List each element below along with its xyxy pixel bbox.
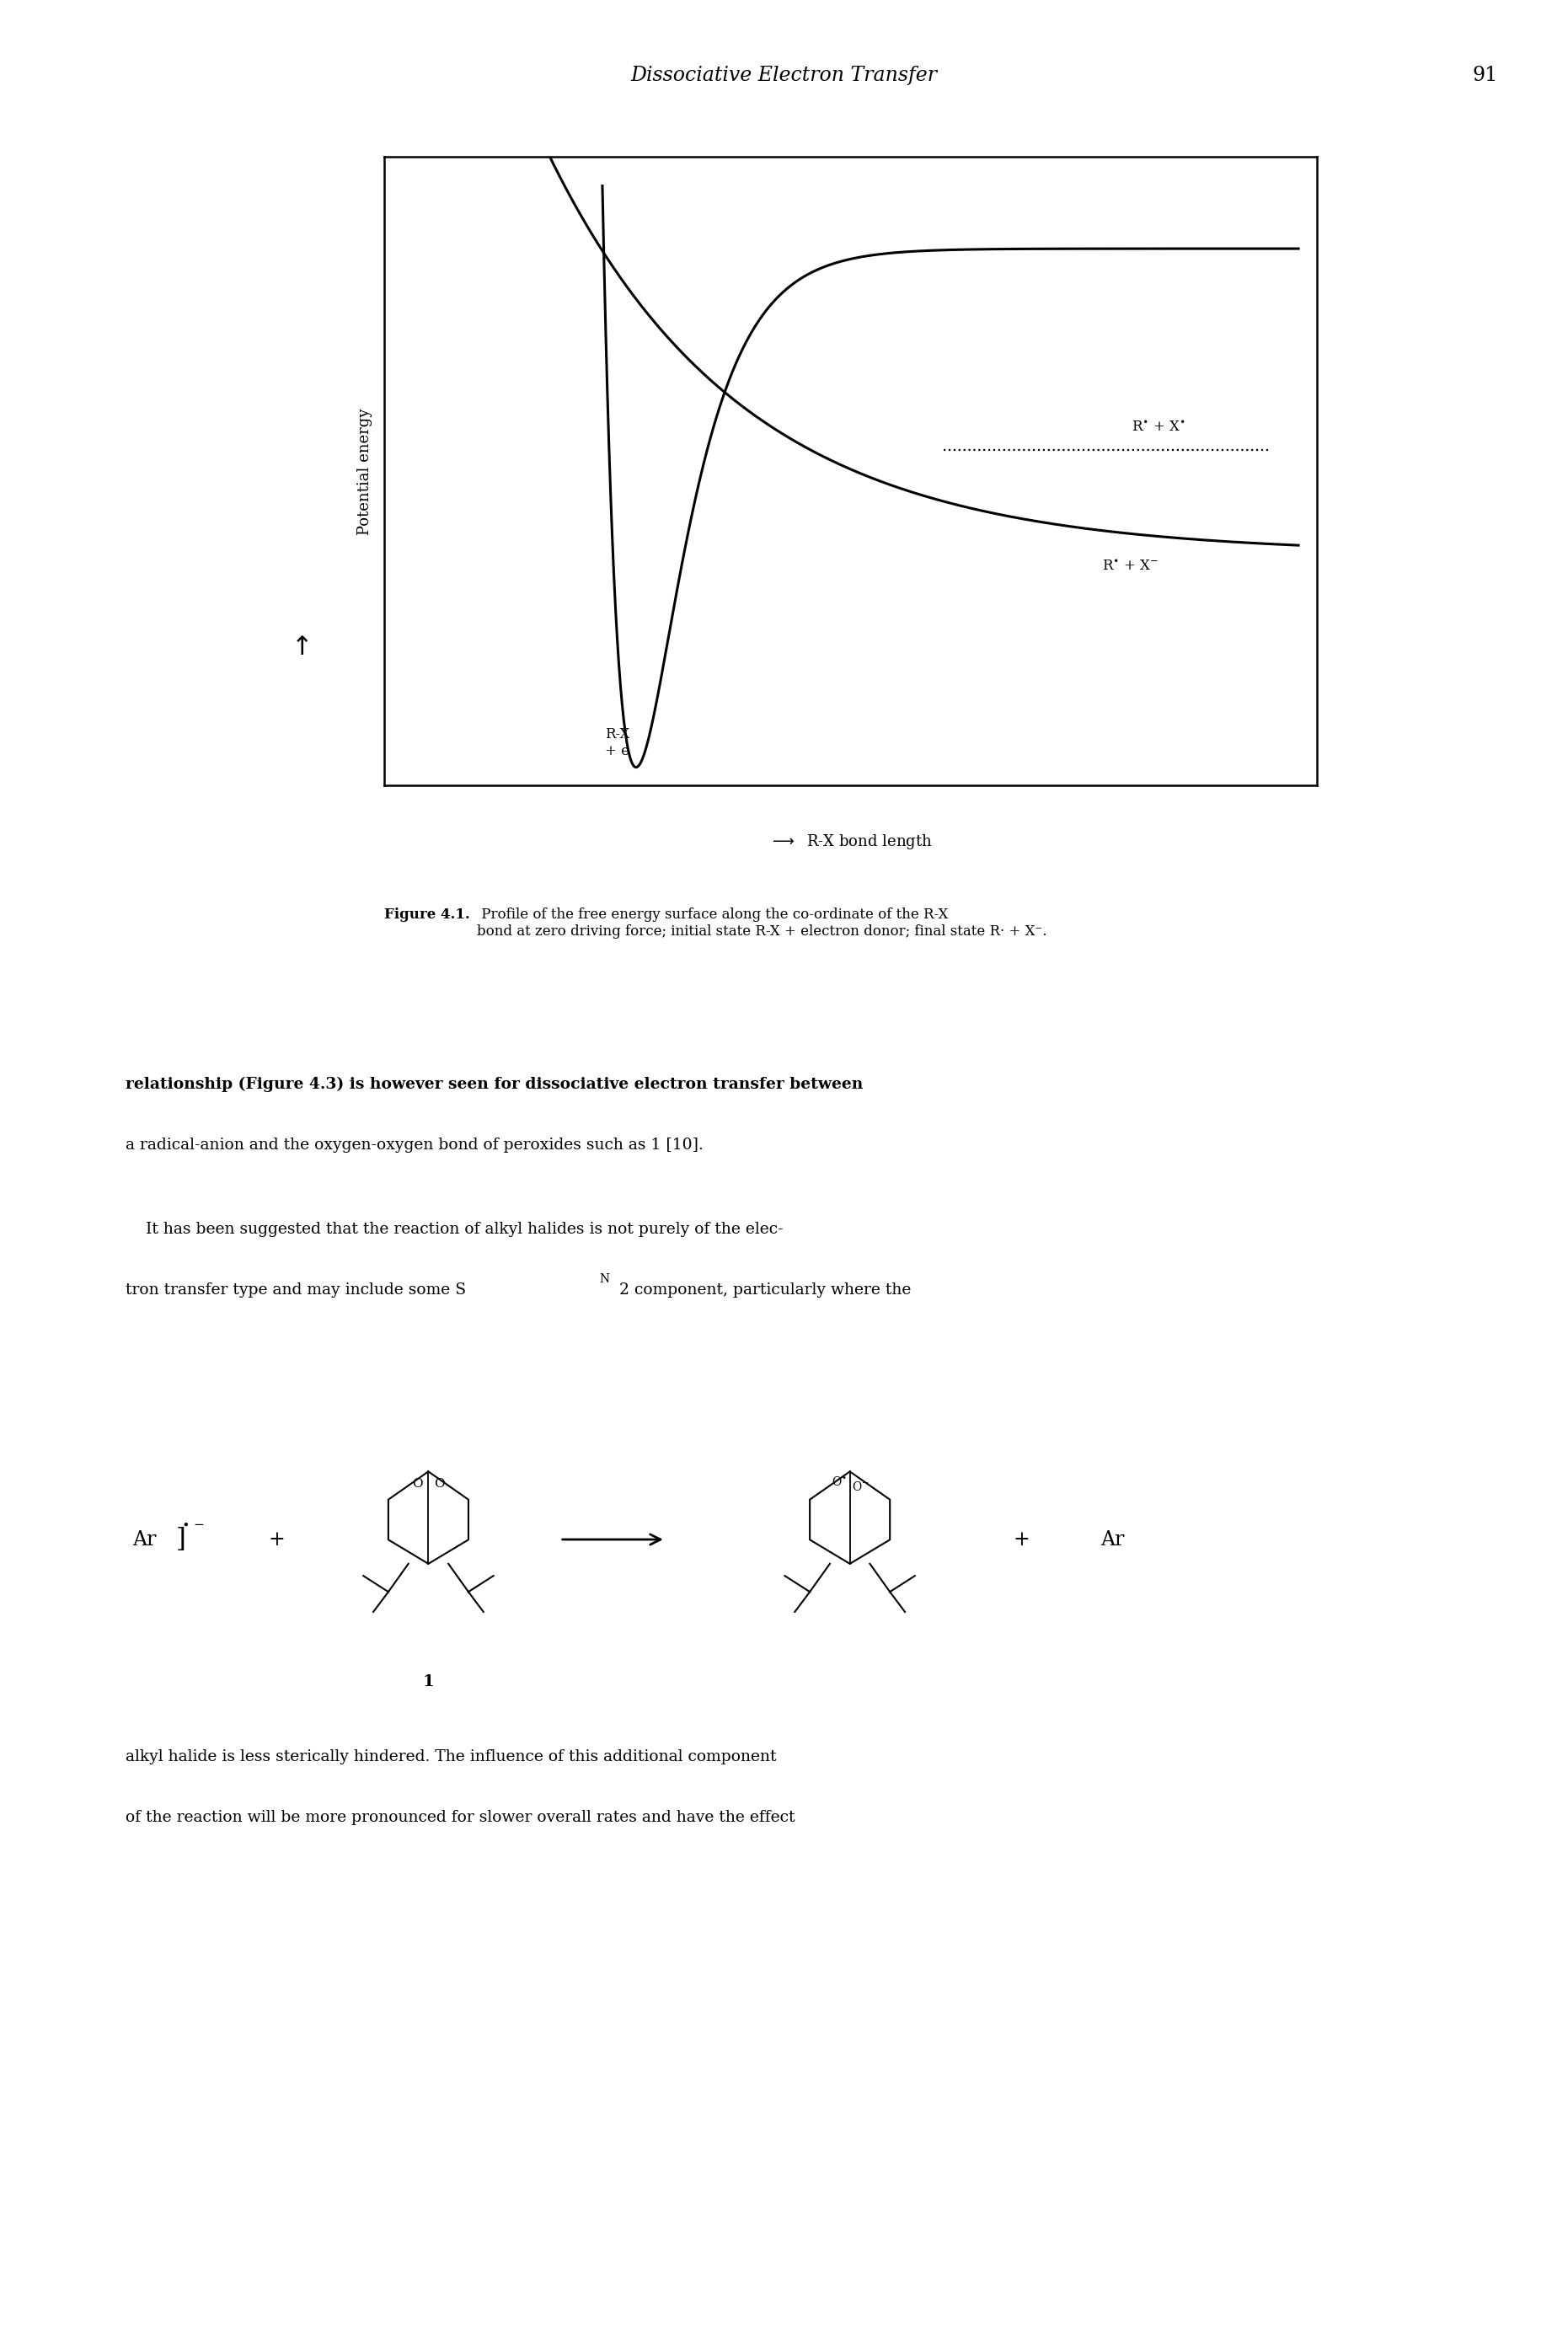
Text: O: O — [434, 1477, 445, 1489]
Text: Ar: Ar — [132, 1529, 155, 1550]
Text: Ar: Ar — [1101, 1529, 1124, 1550]
Text: R$^{\bullet}$ + X$^{\bullet}$: R$^{\bullet}$ + X$^{\bullet}$ — [1132, 420, 1185, 434]
Text: $\uparrow$: $\uparrow$ — [287, 635, 309, 659]
Text: R$^{\bullet}$ + X$^{-}$: R$^{\bullet}$ + X$^{-}$ — [1102, 560, 1159, 575]
Text: Profile of the free energy surface along the co-ordinate of the R-X
bond at zero: Profile of the free energy surface along… — [477, 908, 1047, 938]
Text: O$^{-}$: O$^{-}$ — [851, 1480, 870, 1494]
Text: R-X
+ e: R-X + e — [605, 727, 630, 757]
Text: relationship (Figure 4.3) is however seen for dissociative electron transfer bet: relationship (Figure 4.3) is however see… — [125, 1076, 862, 1093]
Text: tron transfer type and may include some S: tron transfer type and may include some … — [125, 1283, 466, 1297]
Text: 2 component, particularly where the: 2 component, particularly where the — [619, 1283, 911, 1297]
Text: of the reaction will be more pronounced for slower overall rates and have the ef: of the reaction will be more pronounced … — [125, 1810, 795, 1824]
Text: $\bullet\,-$: $\bullet\,-$ — [180, 1517, 204, 1529]
Text: a radical-anion and the oxygen-oxygen bond of peroxides such as 1 [10].: a radical-anion and the oxygen-oxygen bo… — [125, 1137, 704, 1151]
Y-axis label: Potential energy: Potential energy — [358, 408, 373, 535]
Text: 91: 91 — [1472, 66, 1497, 84]
Text: ]: ] — [176, 1527, 185, 1552]
Text: $\longrightarrow$  R-X bond length: $\longrightarrow$ R-X bond length — [768, 832, 933, 851]
Text: alkyl halide is less sterically hindered. The influence of this additional compo: alkyl halide is less sterically hindered… — [125, 1749, 776, 1763]
Text: +: + — [1013, 1529, 1030, 1550]
Text: O$^{\bullet}$: O$^{\bullet}$ — [831, 1475, 847, 1487]
Text: 1: 1 — [423, 1674, 434, 1688]
Text: Figure 4.1.: Figure 4.1. — [384, 908, 470, 922]
Text: It has been suggested that the reaction of alkyl halides is not purely of the el: It has been suggested that the reaction … — [125, 1222, 782, 1236]
Text: O: O — [412, 1477, 423, 1489]
Text: Dissociative Electron Transfer: Dissociative Electron Transfer — [630, 66, 938, 84]
Text: +: + — [268, 1529, 285, 1550]
Text: N: N — [599, 1273, 610, 1285]
